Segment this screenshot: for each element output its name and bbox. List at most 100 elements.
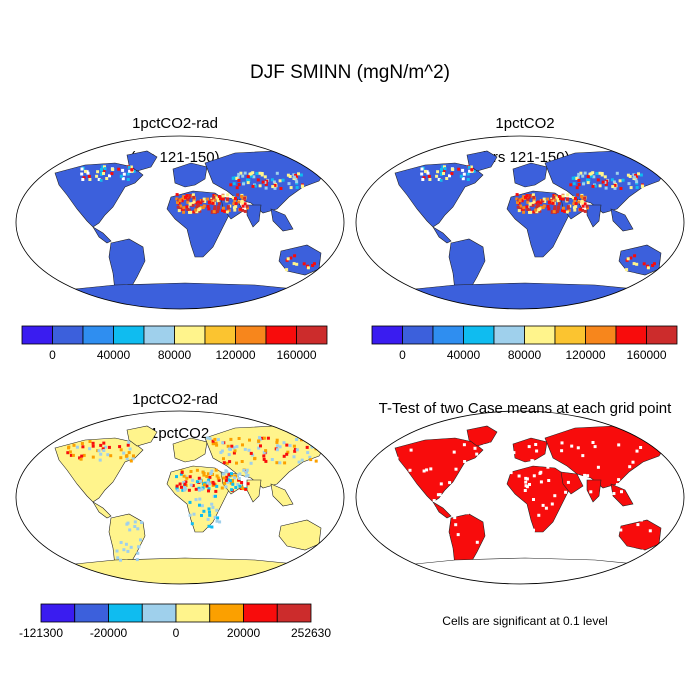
asia-cell bbox=[586, 181, 590, 185]
canada-cell bbox=[105, 177, 109, 180]
sahara-cell bbox=[556, 208, 560, 212]
diff-cell bbox=[235, 445, 239, 449]
asia-cell bbox=[252, 175, 256, 179]
sahara-cell bbox=[239, 207, 243, 211]
sahara-cell bbox=[209, 200, 213, 204]
diff-cell bbox=[208, 437, 212, 441]
canada-cell bbox=[129, 165, 133, 169]
sahara-cell bbox=[565, 210, 569, 214]
sahara-cell bbox=[182, 210, 186, 214]
diff-cell bbox=[109, 454, 113, 458]
australia-cell bbox=[625, 268, 629, 272]
sahara-cell bbox=[216, 208, 220, 212]
canada-cell bbox=[470, 169, 474, 173]
sahara-cell bbox=[528, 194, 532, 197]
insignificant-cell bbox=[419, 517, 423, 521]
insignificant-cell bbox=[600, 533, 604, 537]
sahara-cell bbox=[561, 194, 565, 198]
asia-cell bbox=[241, 174, 245, 178]
diff-cell bbox=[122, 548, 126, 552]
land-australia bbox=[618, 244, 662, 276]
insignificant-cell bbox=[502, 485, 506, 489]
panel-3-title-line1: 1pctCO2-rad bbox=[132, 391, 218, 408]
insignificant-cell bbox=[463, 486, 467, 489]
asia-cell bbox=[619, 187, 623, 190]
insignificant-cell bbox=[544, 506, 548, 510]
insignificant-cell bbox=[487, 464, 491, 468]
sahara-cell bbox=[182, 206, 186, 210]
insignificant-cell bbox=[646, 495, 650, 499]
diff-cell bbox=[99, 452, 103, 456]
sahara-cell bbox=[243, 202, 247, 206]
colorbar-tick-label: 0 bbox=[172, 626, 180, 640]
insignificant-cell bbox=[500, 534, 503, 538]
diff-cell bbox=[206, 517, 210, 521]
diff-cell bbox=[215, 484, 219, 488]
diff-cell bbox=[214, 494, 217, 498]
diff-cell bbox=[242, 468, 246, 472]
sahara-cell bbox=[532, 200, 536, 204]
diff-cell bbox=[258, 436, 261, 440]
insignificant-cell bbox=[487, 528, 491, 532]
asia-cell bbox=[571, 176, 575, 180]
sahara-cell bbox=[535, 205, 539, 209]
diff-cell bbox=[305, 445, 309, 449]
insignificant-cell bbox=[631, 460, 635, 464]
asia-cell bbox=[591, 184, 595, 188]
sahara-cell bbox=[515, 197, 519, 201]
sahara-cell bbox=[526, 200, 530, 204]
diff-cell bbox=[233, 449, 237, 453]
canada-cell bbox=[435, 174, 439, 178]
diff-cell bbox=[208, 510, 211, 514]
colorbar-swatch bbox=[296, 325, 328, 345]
insignificant-cell bbox=[612, 492, 616, 495]
sahara-cell bbox=[226, 205, 230, 209]
canada-cell bbox=[84, 169, 87, 173]
asia-cell bbox=[251, 184, 255, 188]
insignificant-cell bbox=[509, 443, 513, 447]
insignificant-cell bbox=[639, 518, 643, 522]
australia-cell bbox=[642, 262, 646, 266]
asia-cell bbox=[239, 171, 243, 175]
sahara-cell bbox=[241, 208, 245, 212]
canada-cell bbox=[130, 168, 134, 172]
diff-cell bbox=[115, 549, 119, 553]
sahara-cell bbox=[528, 202, 532, 206]
diff-cell bbox=[207, 524, 211, 528]
insignificant-cell bbox=[469, 467, 473, 471]
diff-cell bbox=[200, 504, 204, 508]
colorbar-swatch bbox=[52, 325, 84, 345]
sahara-cell bbox=[583, 196, 587, 200]
asia-cell bbox=[632, 175, 636, 179]
colorbar-swatch bbox=[463, 325, 495, 345]
diff-cell bbox=[126, 521, 130, 525]
canada-cell bbox=[117, 167, 121, 171]
sahara-cell bbox=[535, 210, 539, 214]
insignificant-cell bbox=[433, 507, 437, 511]
insignificant-cell bbox=[396, 512, 400, 516]
asia-cell bbox=[639, 173, 643, 177]
insignificant-cell bbox=[532, 528, 535, 532]
asia-cell bbox=[598, 171, 602, 175]
canada-cell bbox=[440, 171, 444, 175]
canada-cell bbox=[103, 167, 107, 171]
diff-cell bbox=[107, 445, 111, 449]
diff-cell bbox=[188, 500, 192, 504]
sahara-cell bbox=[194, 208, 198, 212]
asia-cell bbox=[627, 182, 631, 186]
sahara-cell bbox=[531, 202, 535, 205]
land-india bbox=[586, 479, 602, 503]
asia-cell bbox=[615, 171, 619, 175]
sahara-cell bbox=[553, 198, 557, 202]
diff-cell bbox=[79, 457, 83, 461]
asia-cell bbox=[573, 176, 577, 180]
diff-cell bbox=[249, 461, 253, 465]
diff-cell bbox=[231, 482, 235, 486]
sahara-cell bbox=[177, 209, 181, 213]
sahara-cell bbox=[546, 205, 550, 208]
asia-cell bbox=[270, 178, 274, 182]
asia-cell bbox=[260, 173, 264, 177]
asia-cell bbox=[613, 186, 617, 190]
diff-cell bbox=[243, 447, 247, 451]
asia-cell bbox=[243, 171, 247, 175]
